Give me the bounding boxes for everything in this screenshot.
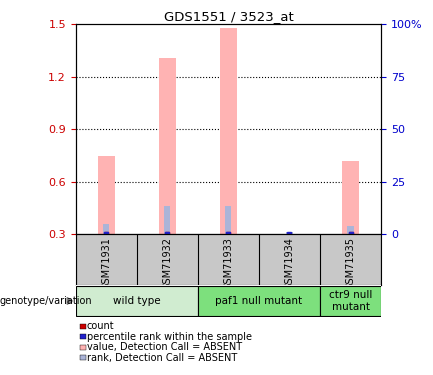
Bar — [164, 206, 171, 234]
Text: genotype/variation: genotype/variation — [0, 296, 93, 306]
Text: percentile rank within the sample: percentile rank within the sample — [87, 332, 252, 342]
Bar — [342, 161, 359, 234]
Text: GSM71933: GSM71933 — [223, 237, 233, 290]
Bar — [98, 156, 115, 234]
Bar — [103, 224, 110, 234]
Text: count: count — [87, 321, 114, 331]
Bar — [347, 226, 354, 234]
Text: paf1 null mutant: paf1 null mutant — [215, 296, 303, 306]
Text: wild type: wild type — [113, 296, 161, 306]
Bar — [320, 286, 381, 316]
Text: value, Detection Call = ABSENT: value, Detection Call = ABSENT — [87, 342, 242, 352]
Text: rank, Detection Call = ABSENT: rank, Detection Call = ABSENT — [87, 353, 237, 363]
Text: ctr9 null
mutant: ctr9 null mutant — [329, 290, 372, 312]
Bar — [198, 286, 320, 316]
Text: GSM71931: GSM71931 — [101, 237, 111, 290]
Bar — [76, 286, 198, 316]
Text: GSM71935: GSM71935 — [346, 237, 355, 290]
Text: GSM71932: GSM71932 — [162, 237, 172, 290]
Bar — [225, 206, 232, 234]
Title: GDS1551 / 3523_at: GDS1551 / 3523_at — [164, 10, 293, 23]
Text: GSM71934: GSM71934 — [284, 237, 294, 290]
Bar — [220, 28, 237, 234]
Bar — [286, 232, 293, 234]
Bar — [159, 58, 176, 234]
